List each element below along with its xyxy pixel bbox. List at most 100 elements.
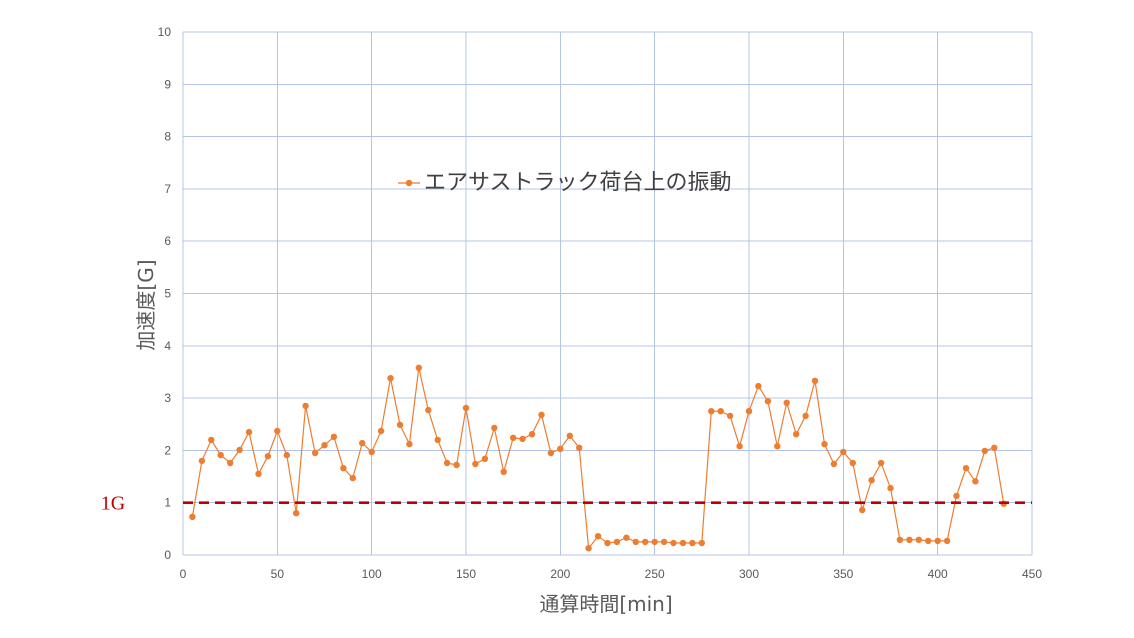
data-point bbox=[387, 375, 394, 382]
data-point bbox=[462, 404, 470, 412]
data-point bbox=[311, 449, 319, 457]
x-tick-label: 450 bbox=[1022, 567, 1042, 581]
legend-series-name: エアサストラック荷台上の振動 bbox=[424, 171, 732, 196]
data-point bbox=[227, 459, 234, 467]
data-point bbox=[491, 424, 498, 432]
y-axis-label: 加速度[G] bbox=[134, 259, 158, 350]
data-point bbox=[793, 431, 800, 438]
data-point bbox=[368, 448, 375, 456]
legend-marker bbox=[405, 179, 413, 187]
legend: エアサストラック荷台上の振動 bbox=[398, 171, 732, 196]
data-point bbox=[594, 533, 602, 540]
series-line bbox=[191, 367, 1005, 550]
data-point bbox=[991, 444, 998, 451]
y-tick-label: 10 bbox=[158, 25, 172, 39]
data-point bbox=[557, 445, 564, 452]
data-point bbox=[415, 364, 422, 371]
data-point bbox=[434, 436, 441, 444]
data-point bbox=[481, 455, 489, 462]
data-point bbox=[811, 377, 819, 384]
y-tick-label: 6 bbox=[164, 234, 171, 248]
data-point bbox=[208, 436, 215, 444]
data-point bbox=[528, 431, 536, 438]
data-point bbox=[859, 506, 866, 514]
data-point bbox=[255, 470, 262, 478]
data-point bbox=[406, 440, 413, 448]
data-point bbox=[453, 461, 460, 469]
data-point bbox=[632, 538, 639, 546]
data-point bbox=[755, 382, 762, 390]
data-point bbox=[585, 545, 592, 552]
data-point bbox=[906, 536, 913, 543]
data-point bbox=[849, 459, 856, 467]
data-point bbox=[887, 484, 894, 492]
data-point bbox=[868, 477, 875, 484]
data-point bbox=[340, 465, 347, 472]
x-tick-label: 350 bbox=[833, 567, 853, 581]
data-point bbox=[198, 457, 206, 465]
data-point bbox=[604, 539, 611, 547]
data-point bbox=[830, 460, 838, 468]
data-point bbox=[377, 427, 385, 435]
y-tick-label: 0 bbox=[164, 548, 171, 562]
data-point bbox=[425, 406, 432, 414]
data-point bbox=[802, 412, 809, 420]
y-tick-label: 9 bbox=[164, 77, 171, 91]
data-point bbox=[245, 428, 253, 436]
data-point bbox=[396, 421, 404, 428]
x-tick-label: 100 bbox=[362, 567, 382, 581]
data-point bbox=[330, 433, 338, 440]
data-point bbox=[472, 460, 479, 468]
data-point bbox=[877, 459, 885, 467]
y-tick-label: 2 bbox=[164, 443, 171, 457]
data-point bbox=[726, 412, 734, 420]
data-point bbox=[217, 451, 224, 459]
data-point bbox=[538, 411, 545, 418]
data-point bbox=[962, 465, 970, 472]
x-tick-label: 250 bbox=[645, 567, 665, 581]
data-point bbox=[689, 539, 696, 547]
data-point bbox=[623, 534, 630, 541]
x-tick-label: 300 bbox=[739, 567, 759, 581]
gridlines bbox=[182, 31, 1033, 556]
data-point bbox=[925, 537, 932, 545]
data-point bbox=[576, 444, 583, 451]
data-point bbox=[764, 398, 772, 405]
data-point bbox=[981, 447, 988, 455]
data-point bbox=[896, 536, 904, 543]
data-point bbox=[566, 432, 573, 439]
data-point bbox=[189, 513, 196, 520]
y-tick-label: 3 bbox=[164, 391, 171, 405]
data-point bbox=[443, 459, 451, 467]
y-tick-label: 7 bbox=[164, 182, 171, 196]
data-point bbox=[500, 468, 507, 475]
data-point bbox=[708, 408, 715, 415]
y-tick-label: 4 bbox=[164, 339, 171, 353]
data-point bbox=[321, 442, 328, 449]
data-point bbox=[547, 449, 555, 457]
data-point bbox=[821, 440, 828, 448]
y-tick-label: 1 bbox=[164, 496, 171, 510]
data-point bbox=[934, 537, 941, 545]
data-point bbox=[953, 492, 960, 500]
data-point bbox=[717, 408, 724, 415]
data-point bbox=[613, 538, 621, 546]
data-point bbox=[293, 510, 300, 517]
data-point bbox=[679, 539, 687, 547]
x-tick-label: 50 bbox=[271, 567, 285, 581]
data-point bbox=[943, 537, 951, 545]
tick-labels: 0 50 100 150 200 250 300 350 400 450 0 1 2 3 4 5 6 7 8 9 10 bbox=[158, 25, 1043, 581]
data-point bbox=[774, 443, 781, 450]
data-point bbox=[670, 539, 677, 547]
x-tick-label: 200 bbox=[550, 567, 570, 581]
data-point bbox=[274, 427, 281, 435]
data-point bbox=[698, 539, 705, 547]
data-point bbox=[302, 402, 309, 410]
data-point bbox=[660, 538, 668, 546]
data-point bbox=[510, 434, 517, 441]
data-point bbox=[915, 536, 922, 543]
data-point bbox=[651, 538, 658, 546]
data-point bbox=[840, 448, 847, 456]
data-points bbox=[189, 364, 1007, 552]
